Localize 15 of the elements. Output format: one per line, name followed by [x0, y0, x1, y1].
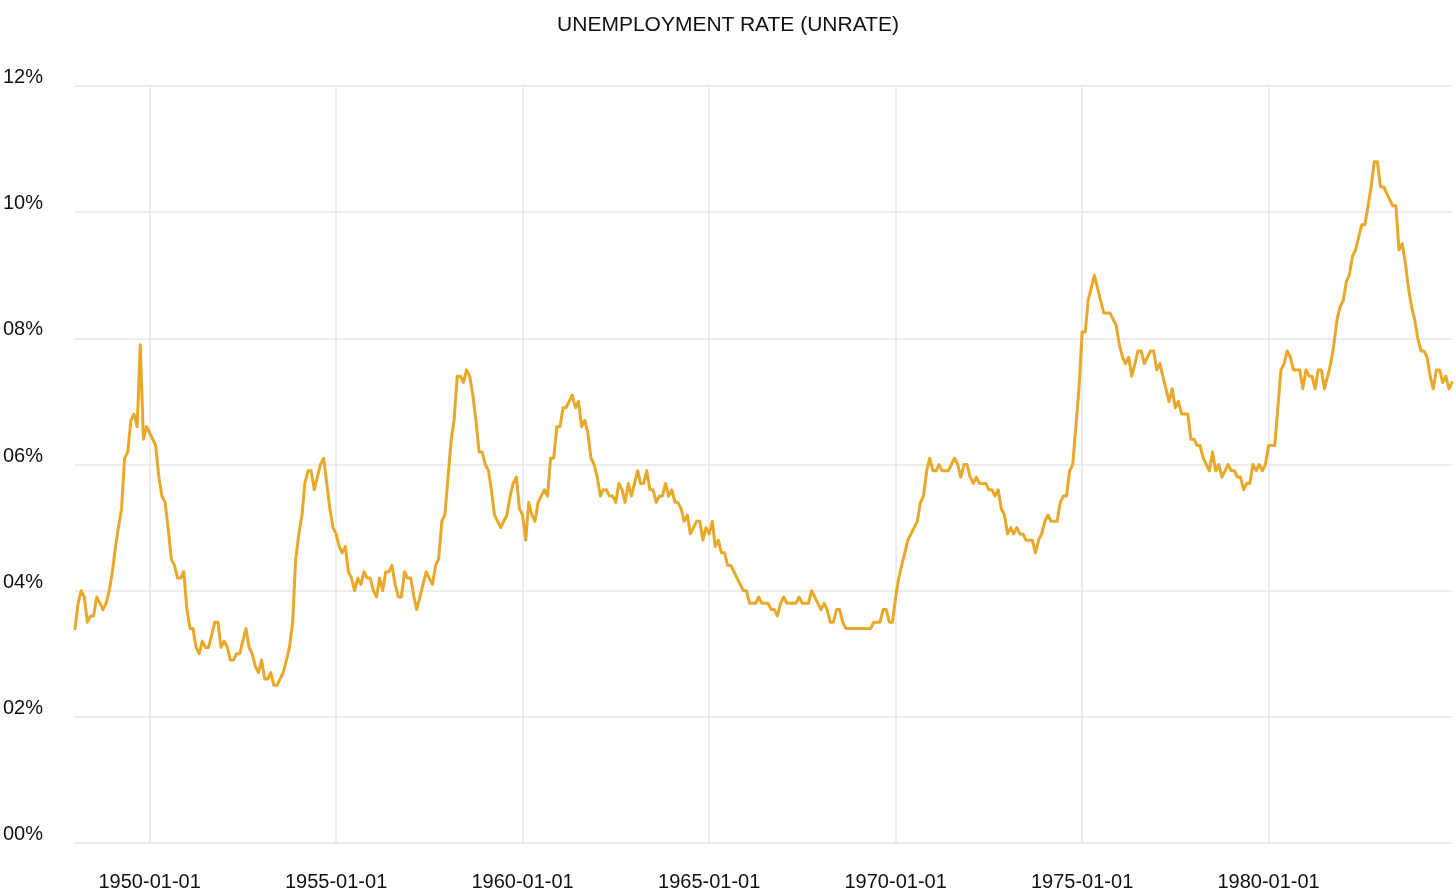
y-tick-label: 02% — [3, 695, 44, 718]
x-tick-label: 1955-01-01 — [284, 870, 388, 892]
x-tick-label: 1970-01-01 — [844, 870, 947, 892]
x-tick-label: 1980-01-01 — [1217, 870, 1320, 892]
y-tick-label: 04% — [3, 569, 44, 592]
x-tick-label: 1975-01-01 — [1030, 870, 1134, 892]
y-tick-label: 06% — [3, 443, 44, 466]
x-tick-label: 1960-01-01 — [471, 870, 574, 892]
y-tick-label: 00% — [3, 822, 44, 844]
x-tick-label: 1950-01-01 — [98, 870, 201, 892]
y-tick-label: 08% — [3, 317, 44, 340]
y-tick-label: 12% — [3, 65, 44, 87]
chart-title: UNEMPLOYMENT RATE (UNRATE) — [557, 12, 899, 35]
x-tick-label: 1965-01-01 — [658, 870, 761, 892]
y-tick-label: 10% — [3, 191, 44, 214]
